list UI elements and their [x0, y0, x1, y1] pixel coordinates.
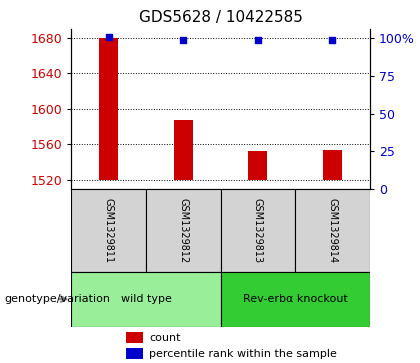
Bar [146, 189, 220, 272]
Bar [323, 150, 341, 180]
Text: genotype/variation: genotype/variation [4, 294, 110, 304]
Text: count: count [149, 333, 181, 343]
Bar [71, 189, 146, 272]
Bar [249, 151, 267, 180]
Text: GSM1329812: GSM1329812 [178, 197, 188, 263]
Bar [220, 189, 295, 272]
Text: Rev-erbα knockout: Rev-erbα knockout [243, 294, 347, 304]
Point [105, 34, 112, 40]
Bar [100, 38, 118, 180]
Bar [174, 121, 192, 180]
Text: wild type: wild type [121, 294, 171, 304]
Text: GSM1329814: GSM1329814 [327, 197, 337, 263]
Bar [295, 189, 370, 272]
Point [329, 37, 336, 43]
Bar [126, 332, 143, 343]
Text: GSM1329811: GSM1329811 [104, 197, 114, 263]
Point [255, 37, 261, 43]
Bar [126, 348, 143, 359]
Point [180, 37, 186, 43]
Title: GDS5628 / 10422585: GDS5628 / 10422585 [139, 10, 302, 25]
Text: GSM1329813: GSM1329813 [253, 197, 263, 263]
Bar [71, 272, 220, 327]
Bar [220, 272, 370, 327]
Text: percentile rank within the sample: percentile rank within the sample [149, 349, 337, 359]
